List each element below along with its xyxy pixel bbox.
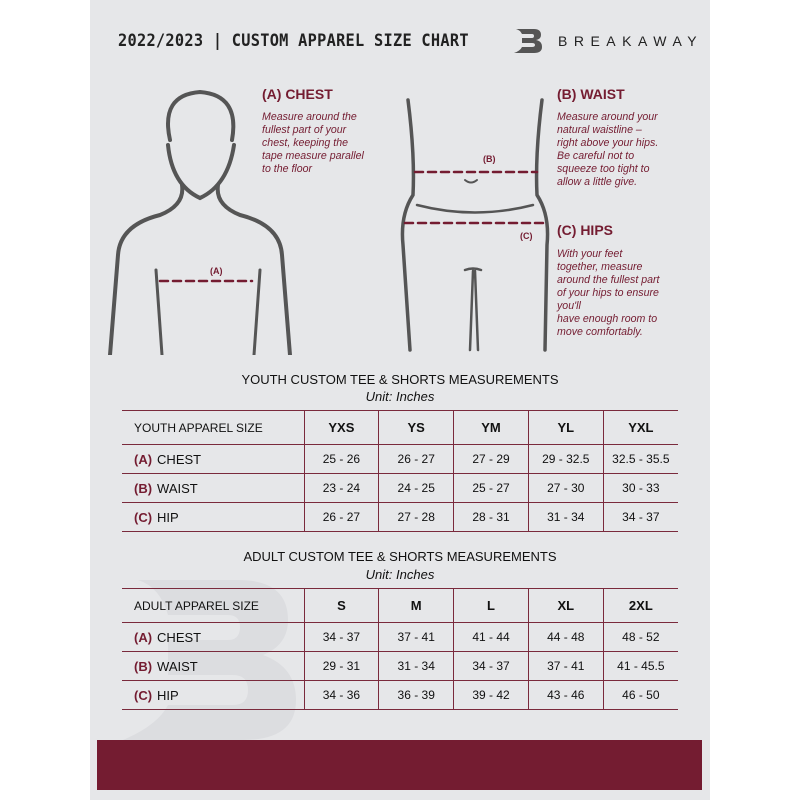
- size-header: 2XL: [602, 588, 678, 623]
- measurement-cell: 43 - 46: [527, 680, 604, 710]
- size-header: L: [453, 588, 529, 623]
- measurement-cell: 27 - 28: [378, 502, 454, 532]
- footer-band: [97, 740, 702, 790]
- measurement-cell: 25 - 27: [453, 473, 529, 503]
- page-title: 2022/2023 | CUSTOM APPAREL SIZE CHART: [118, 31, 469, 51]
- row-label: (A) CHEST: [122, 444, 304, 474]
- measurement-cell: 46 - 50: [602, 680, 678, 710]
- measurement-cell: 37 - 41: [378, 622, 454, 652]
- measurement-cell: 32.5 - 35.5: [602, 444, 678, 474]
- row-name: WAIST: [157, 480, 198, 496]
- size-header: YXS: [303, 410, 379, 445]
- measurement-cell: 34 - 36: [303, 680, 379, 710]
- size-label: YOUTH APPAREL SIZE: [122, 410, 304, 445]
- hips-description: With your feet together, measure around th…: [557, 248, 660, 338]
- size-label: ADULT APPAREL SIZE: [122, 588, 304, 623]
- row-letter: (B): [134, 658, 153, 674]
- row-name: CHEST: [157, 629, 202, 645]
- row-label: (B) WAIST: [122, 473, 304, 503]
- table-row: (A) CHEST 34 - 37 37 - 41 41 - 44 44 - 48 48 -…: [122, 622, 678, 652]
- measurement-cell: 31 - 34: [527, 502, 604, 532]
- chest-description: Measure around the fullest part of your ch…: [262, 111, 364, 175]
- waist-hips-figure-illustration: [400, 98, 550, 352]
- measurement-cell: 23 - 24: [303, 473, 379, 503]
- brand-name: BREAKAWAY: [558, 33, 704, 49]
- measurement-cell: 25 - 26: [303, 444, 379, 474]
- measurement-cell: 41 - 45.5: [602, 651, 678, 681]
- row-label: (C) HIP: [122, 680, 304, 710]
- measurement-cell: 27 - 30: [527, 473, 604, 503]
- size-header: YM: [453, 410, 529, 445]
- measurement-cell: 29 - 31: [303, 651, 379, 681]
- row-name: CHEST: [157, 451, 202, 467]
- measurement-cell: 44 - 48: [527, 622, 604, 652]
- row-name: HIP: [157, 509, 179, 525]
- youth-table-unit: Unit: Inches: [365, 389, 435, 404]
- measurement-cell: 24 - 25: [378, 473, 454, 503]
- row-name: HIP: [157, 687, 179, 703]
- row-letter: (B): [134, 480, 153, 496]
- adult-size-table: ADULT APPAREL SIZE S M L XL 2XL (A) CHEST 34 - 3…: [122, 588, 678, 710]
- waist-marker: (B): [483, 154, 496, 164]
- size-header: YL: [527, 410, 604, 445]
- waist-heading: (B) WAIST: [557, 86, 625, 102]
- row-letter: (A): [134, 451, 153, 467]
- size-header: M: [378, 588, 454, 623]
- chest-marker: (A): [210, 266, 223, 276]
- row-letter: (C): [134, 509, 153, 525]
- hips-marker: (C): [520, 231, 533, 241]
- measurement-cell: 34 - 37: [303, 622, 379, 652]
- measurement-cell: 30 - 33: [602, 473, 678, 503]
- measurement-cell: 29 - 32.5: [527, 444, 604, 474]
- table-row: (C) HIP 26 - 27 27 - 28 28 - 31 31 - 34 34 - 3…: [122, 502, 678, 532]
- measurement-cell: 39 - 42: [453, 680, 529, 710]
- size-header: YXL: [602, 410, 678, 445]
- table-row: (B) WAIST 29 - 31 31 - 34 34 - 37 37 - 41 41 -…: [122, 651, 678, 681]
- chest-heading: (A) CHEST: [262, 86, 333, 102]
- table-row: (B) WAIST 23 - 24 24 - 25 25 - 27 27 - 30 30 -…: [122, 473, 678, 503]
- youth-size-table: YOUTH APPAREL SIZE YXS YS YM YL YXL (A) CHEST 25…: [122, 410, 678, 532]
- measurement-cell: 26 - 27: [378, 444, 454, 474]
- row-label: (A) CHEST: [122, 622, 304, 652]
- header-row: ADULT APPAREL SIZE S M L XL 2XL: [122, 588, 678, 623]
- adult-table-unit: Unit: Inches: [365, 567, 435, 582]
- hips-heading: (C) HIPS: [557, 222, 613, 238]
- row-letter: (A): [134, 629, 153, 645]
- waist-description: Measure around your natural waistline – ri…: [557, 111, 659, 188]
- youth-table-title: YOUTH CUSTOM TEE & SHORTS MEASUREMENTS: [241, 372, 559, 387]
- row-name: WAIST: [157, 658, 198, 674]
- measurement-cell: 48 - 52: [602, 622, 678, 652]
- adult-table-title: ADULT CUSTOM TEE & SHORTS MEASUREMENTS: [243, 549, 557, 564]
- measurement-cell: 34 - 37: [453, 651, 529, 681]
- header-row: YOUTH APPAREL SIZE YXS YS YM YL YXL: [122, 410, 678, 445]
- measurement-cell: 34 - 37: [602, 502, 678, 532]
- size-header: YS: [378, 410, 454, 445]
- size-header: XL: [527, 588, 604, 623]
- measurement-cell: 41 - 44: [453, 622, 529, 652]
- measurement-cell: 28 - 31: [453, 502, 529, 532]
- measurement-cell: 37 - 41: [527, 651, 604, 681]
- size-header: S: [303, 588, 379, 623]
- measurement-cell: 26 - 27: [303, 502, 379, 532]
- breakaway-logo-icon: [514, 29, 542, 53]
- table-row: (A) CHEST 25 - 26 26 - 27 27 - 29 29 - 32.5 32…: [122, 444, 678, 474]
- measurement-cell: 27 - 29: [453, 444, 529, 474]
- row-label: (B) WAIST: [122, 651, 304, 681]
- row-letter: (C): [134, 687, 153, 703]
- measurement-cell: 31 - 34: [378, 651, 454, 681]
- table-row: (C) HIP 34 - 36 36 - 39 39 - 42 43 - 46 46 - 5…: [122, 680, 678, 710]
- measurement-cell: 36 - 39: [378, 680, 454, 710]
- row-label: (C) HIP: [122, 502, 304, 532]
- chest-figure-illustration: [108, 89, 292, 355]
